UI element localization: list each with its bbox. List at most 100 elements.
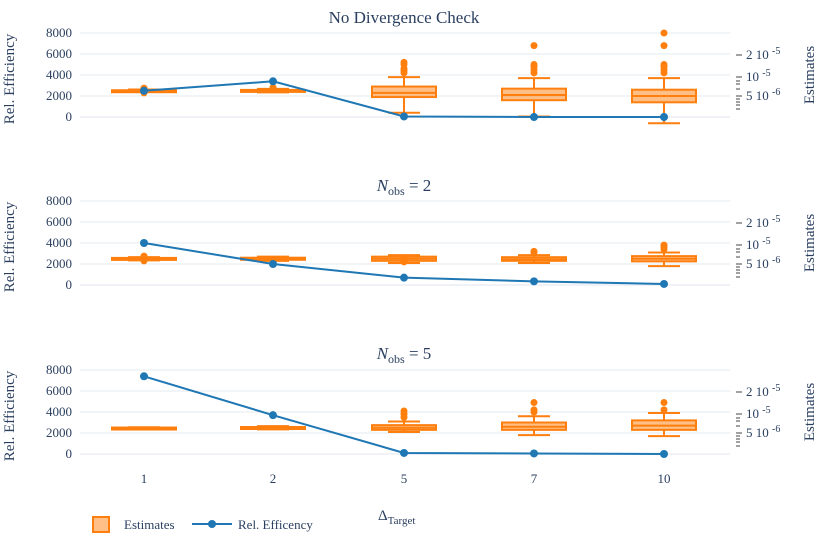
box-plot[interactable] — [240, 255, 306, 262]
box-outlier — [140, 252, 148, 260]
efficiency-point[interactable] — [140, 372, 148, 381]
y-right-tick-label: 5 10 -6 — [746, 255, 780, 271]
x-axis-title: ΔTarget — [378, 508, 415, 527]
box-outlier — [400, 407, 408, 415]
y-right-tick-label: 10 -5 — [746, 236, 771, 252]
box-plot[interactable] — [501, 399, 567, 437]
x-tick-label: 2 — [270, 471, 277, 486]
efficiency-point[interactable] — [269, 411, 277, 420]
panel-title: No Divergence Check — [329, 8, 480, 27]
box-plot[interactable] — [240, 425, 306, 431]
legend-item-efficiency[interactable]: Rel. Efficency — [192, 517, 313, 532]
box-outlier — [660, 406, 668, 414]
x-tick-label: 1 — [141, 471, 148, 486]
y-right-tick-label: 5 10 -6 — [746, 87, 780, 103]
box-outlier — [400, 58, 408, 66]
legend-swatch-estimates — [92, 516, 110, 533]
y-right-tick-label: 5 10 -6 — [746, 424, 780, 440]
x-tick-labels: 1 2 5 7 10 — [141, 471, 671, 486]
box-body — [371, 85, 437, 99]
efficiency-point[interactable] — [400, 448, 408, 457]
efficiency-point[interactable] — [400, 273, 408, 282]
y-tick-label: 0 — [66, 109, 73, 124]
box-outlier — [660, 42, 668, 50]
chart-panels: 0 2000 4000 6000 8000 Rel. Efficiency 5 10 -6 1… — [2, 8, 818, 461]
x-axis-title-base: Δ — [378, 508, 388, 524]
legend-item-estimates[interactable]: Estimates — [92, 516, 175, 533]
box-plot[interactable] — [111, 252, 177, 265]
box-outlier — [660, 241, 668, 249]
y-tick-label: 2000 — [46, 256, 72, 271]
y-tick-label: 4000 — [46, 404, 72, 419]
y-right-tick-label: 10 -5 — [746, 405, 771, 421]
efficiency-point[interactable] — [530, 277, 538, 286]
y-tick-label: 4000 — [46, 235, 72, 250]
y-tick-label: 6000 — [46, 214, 72, 229]
legend-label-estimates: Estimates — [124, 517, 175, 532]
y-tick-label: 6000 — [46, 46, 72, 61]
y-tick-label: 8000 — [46, 25, 72, 40]
y-axis-title-left: Rel. Efficiency — [2, 201, 18, 292]
chart-panel: 0 2000 4000 6000 8000 Rel. Efficiency 5 10 -6 1… — [2, 344, 818, 461]
panel-title: Nobs = 2 — [376, 176, 432, 198]
efficiency-point[interactable] — [269, 77, 277, 86]
efficiency-point[interactable] — [530, 113, 538, 121]
box-plot[interactable] — [111, 426, 177, 431]
y-axis-title-right: Estimates — [802, 46, 818, 104]
box-outlier — [660, 61, 668, 68]
y-tick-label: 2000 — [46, 425, 72, 440]
box-outlier — [660, 29, 668, 37]
efficiency-point[interactable] — [530, 449, 538, 458]
y-right-tick-label: 2 10 -5 — [746, 46, 780, 62]
y-axis-title-left: Rel. Efficiency — [2, 33, 18, 124]
box-plot[interactable] — [501, 247, 567, 264]
box-outlier — [400, 67, 408, 75]
y-tick-label: 6000 — [46, 383, 72, 398]
y-tick-label: 8000 — [46, 193, 72, 208]
y-right-tick-label: 2 10 -5 — [746, 383, 780, 399]
x-tick-label: 10 — [658, 471, 671, 486]
box-plot[interactable] — [240, 84, 306, 94]
x-axis-title-sub: Target — [388, 515, 416, 527]
efficiency-point[interactable] — [660, 450, 668, 458]
x-tick-label: 7 — [531, 471, 538, 486]
y-tick-label: 0 — [66, 446, 73, 461]
y-tick-label: 2000 — [46, 88, 72, 103]
y-axis-title-right: Estimates — [802, 214, 818, 272]
legend-label-efficiency: Rel. Efficency — [238, 517, 313, 532]
box-outlier — [530, 406, 538, 414]
panel-title: Nobs = 5 — [376, 344, 432, 366]
efficiency-point[interactable] — [400, 112, 408, 121]
box-plot[interactable] — [371, 254, 437, 266]
box-plot[interactable] — [631, 29, 697, 125]
box-outlier — [400, 254, 408, 262]
box-outlier — [530, 247, 538, 255]
y-right-tick-label: 2 10 -5 — [746, 214, 780, 230]
box-outlier — [530, 42, 538, 50]
y-right-tick-label: 10 -5 — [746, 68, 771, 84]
box-outlier — [660, 399, 668, 407]
y-axis-title-left: Rel. Efficiency — [2, 370, 18, 461]
chart-panel: 0 2000 4000 6000 8000 Rel. Efficiency 5 10 -6 1… — [2, 176, 818, 292]
box-plot[interactable] — [501, 42, 567, 118]
box-plot[interactable] — [631, 241, 697, 268]
box-outlier — [530, 61, 538, 68]
chart-panel: 0 2000 4000 6000 8000 Rel. Efficiency 5 10 -6 1… — [2, 8, 818, 125]
y-tick-label: 8000 — [46, 362, 72, 377]
y-tick-label: 0 — [66, 277, 73, 292]
efficiency-point[interactable] — [269, 260, 277, 268]
box-plot[interactable] — [371, 58, 437, 114]
y-tick-label: 4000 — [46, 67, 72, 82]
efficiency-point[interactable] — [660, 113, 668, 121]
x-tick-label: 5 — [401, 471, 408, 486]
efficiency-point[interactable] — [660, 279, 668, 288]
box-outlier — [269, 84, 277, 92]
legend[interactable]: Estimates Rel. Efficency — [92, 516, 313, 533]
box-plot[interactable] — [631, 399, 697, 438]
efficiency-point[interactable] — [140, 239, 148, 247]
y-axis-title-right: Estimates — [802, 383, 818, 441]
efficiency-point[interactable] — [140, 86, 148, 95]
box-plot[interactable] — [371, 407, 437, 433]
box-outlier — [530, 399, 538, 407]
